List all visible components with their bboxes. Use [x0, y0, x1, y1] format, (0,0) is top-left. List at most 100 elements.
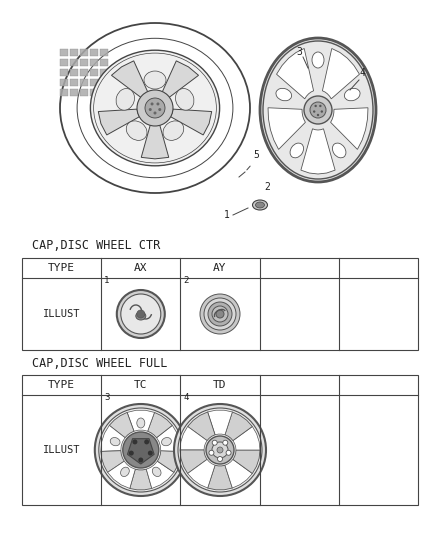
- Text: 4: 4: [360, 68, 366, 78]
- Circle shape: [206, 436, 234, 464]
- Polygon shape: [301, 129, 335, 174]
- Polygon shape: [127, 410, 155, 431]
- Text: TD: TD: [213, 380, 227, 390]
- Text: TC: TC: [134, 380, 148, 390]
- Ellipse shape: [290, 143, 304, 158]
- Circle shape: [121, 294, 161, 334]
- Text: TYPE: TYPE: [48, 380, 75, 390]
- Ellipse shape: [176, 88, 194, 110]
- Bar: [70, 79, 78, 86]
- Circle shape: [319, 105, 321, 107]
- Bar: [60, 49, 68, 56]
- Polygon shape: [146, 461, 174, 488]
- Polygon shape: [162, 61, 198, 98]
- Bar: [60, 79, 68, 86]
- Polygon shape: [157, 451, 181, 472]
- Bar: [22, 258, 418, 350]
- Bar: [80, 49, 88, 56]
- Polygon shape: [187, 459, 215, 488]
- Text: 1: 1: [224, 210, 230, 220]
- Polygon shape: [127, 439, 154, 464]
- Bar: [90, 69, 98, 76]
- Polygon shape: [322, 49, 360, 99]
- Ellipse shape: [252, 200, 268, 210]
- Circle shape: [310, 102, 326, 118]
- Ellipse shape: [344, 88, 360, 101]
- Ellipse shape: [136, 312, 146, 320]
- Circle shape: [314, 105, 317, 107]
- Bar: [100, 49, 108, 56]
- Circle shape: [317, 114, 319, 116]
- Circle shape: [223, 440, 228, 445]
- Circle shape: [132, 439, 138, 445]
- Circle shape: [209, 450, 214, 455]
- Circle shape: [117, 290, 165, 338]
- Polygon shape: [268, 108, 305, 149]
- Bar: [80, 79, 88, 86]
- Text: ILLUST: ILLUST: [43, 309, 80, 319]
- Bar: [90, 59, 98, 66]
- Circle shape: [149, 108, 152, 111]
- Polygon shape: [331, 108, 368, 149]
- Bar: [100, 59, 108, 66]
- Ellipse shape: [137, 418, 145, 428]
- Polygon shape: [141, 124, 169, 159]
- Polygon shape: [170, 109, 212, 135]
- Bar: [90, 49, 98, 56]
- Bar: [100, 89, 108, 96]
- Circle shape: [137, 90, 173, 126]
- Polygon shape: [187, 412, 215, 441]
- Circle shape: [156, 102, 159, 106]
- Polygon shape: [111, 61, 148, 98]
- Ellipse shape: [162, 438, 171, 446]
- Circle shape: [144, 439, 149, 445]
- Circle shape: [158, 108, 161, 111]
- Circle shape: [138, 457, 143, 463]
- Polygon shape: [156, 425, 181, 451]
- Polygon shape: [108, 461, 135, 488]
- Ellipse shape: [255, 202, 265, 208]
- Polygon shape: [208, 410, 233, 435]
- Ellipse shape: [276, 88, 292, 101]
- Text: 4: 4: [184, 393, 189, 402]
- Circle shape: [151, 102, 154, 106]
- Circle shape: [218, 456, 223, 462]
- Text: 1: 1: [104, 276, 110, 285]
- Polygon shape: [180, 426, 207, 450]
- Ellipse shape: [144, 71, 166, 89]
- Bar: [90, 89, 98, 96]
- Bar: [100, 79, 108, 86]
- Polygon shape: [98, 109, 140, 135]
- Circle shape: [216, 310, 224, 318]
- Bar: [60, 59, 68, 66]
- Circle shape: [212, 306, 228, 322]
- Ellipse shape: [163, 121, 184, 140]
- Text: 2: 2: [264, 182, 270, 192]
- Circle shape: [200, 294, 240, 334]
- Circle shape: [174, 404, 266, 496]
- Bar: [60, 69, 68, 76]
- Ellipse shape: [312, 52, 324, 68]
- Circle shape: [321, 110, 323, 113]
- Circle shape: [178, 408, 262, 492]
- Polygon shape: [233, 450, 260, 473]
- Bar: [22, 375, 418, 505]
- Text: TYPE: TYPE: [48, 263, 75, 273]
- Text: AY: AY: [213, 263, 227, 273]
- Bar: [80, 69, 88, 76]
- Circle shape: [145, 98, 165, 118]
- Bar: [80, 89, 88, 96]
- Circle shape: [313, 110, 315, 113]
- Bar: [80, 59, 88, 66]
- Ellipse shape: [116, 88, 134, 110]
- Bar: [70, 49, 78, 56]
- Polygon shape: [148, 413, 172, 438]
- Ellipse shape: [90, 50, 219, 166]
- Bar: [90, 79, 98, 86]
- Ellipse shape: [260, 38, 376, 182]
- Text: 2: 2: [184, 276, 189, 285]
- Circle shape: [208, 302, 232, 326]
- Ellipse shape: [152, 467, 161, 477]
- Text: 3: 3: [104, 393, 110, 402]
- Circle shape: [226, 450, 231, 455]
